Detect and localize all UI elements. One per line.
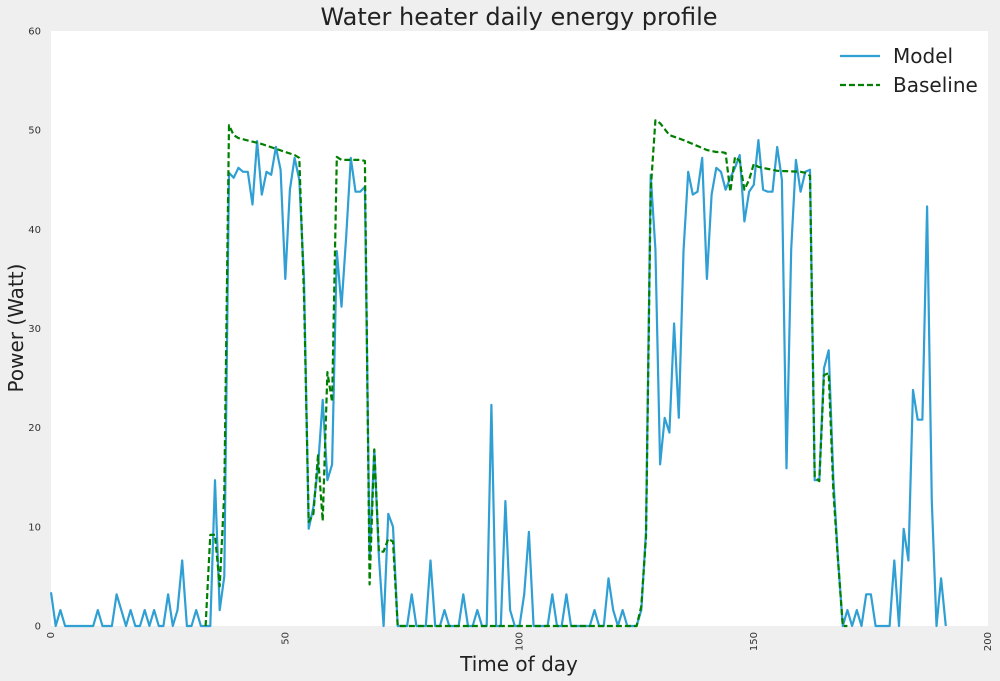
plot-area	[51, 31, 988, 626]
x-tick-label: 100	[515, 632, 526, 651]
y-tick-label: 40	[28, 225, 41, 236]
x-tick-label: 150	[749, 632, 760, 651]
legend-label-baseline: Baseline	[893, 73, 978, 97]
y-tick-label: 50	[28, 126, 41, 137]
chart-title: Water heater daily energy profile	[320, 3, 717, 31]
y-tick-label: 10	[28, 522, 41, 533]
y-axis-ticks: 0 10 20 30 40 50 60	[28, 27, 41, 633]
legend-label-model: Model	[893, 44, 953, 68]
series-layer	[49, 119, 947, 628]
x-axis-label: Time of day	[459, 652, 578, 676]
y-tick-label: 60	[28, 27, 41, 38]
x-tick-label: 50	[280, 632, 291, 645]
series-line-model	[49, 139, 947, 628]
x-tick-label: 200	[983, 632, 994, 651]
legend: Model Baseline	[840, 44, 978, 97]
series-line-baseline	[204, 119, 848, 628]
x-axis-ticks: 0 50 100 150 200	[46, 632, 994, 651]
x-tick-label: 0	[46, 632, 57, 638]
y-tick-label: 20	[28, 423, 41, 434]
y-tick-label: 30	[28, 324, 41, 335]
y-tick-label: 0	[35, 622, 41, 633]
y-axis-label: Power (Watt)	[4, 264, 28, 393]
